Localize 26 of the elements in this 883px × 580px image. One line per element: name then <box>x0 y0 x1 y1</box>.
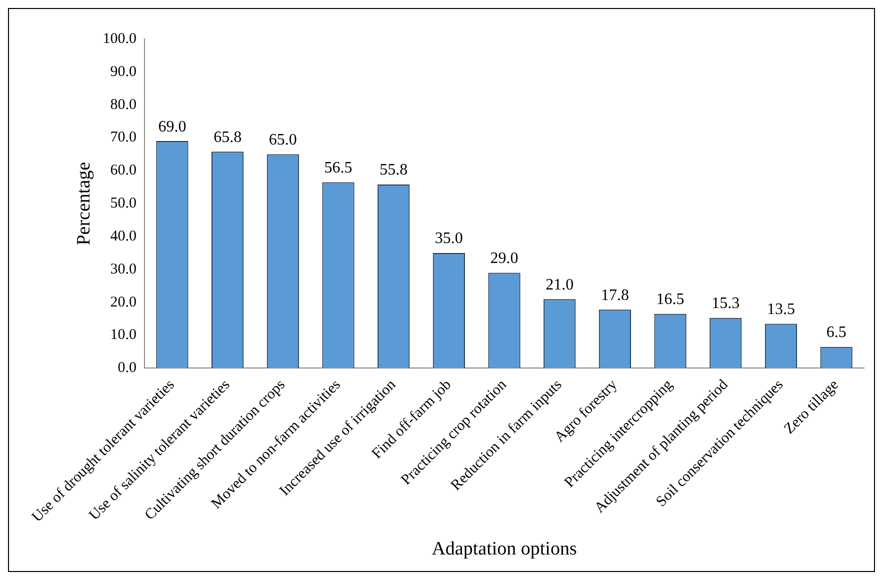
data-label: 15.3 <box>712 295 740 312</box>
y-tick-label: 60.0 <box>110 162 137 179</box>
y-tick-label: 10.0 <box>110 327 137 344</box>
y-tick-label: 70.0 <box>110 130 137 146</box>
x-axis-title: Adaptation options <box>432 538 577 560</box>
y-tick-label: 30.0 <box>110 261 137 278</box>
data-label: 21.0 <box>546 276 574 294</box>
data-label: 17.8 <box>600 286 629 304</box>
y-tick-label: 0.0 <box>118 360 137 376</box>
y-tick-label: 20.0 <box>110 294 137 310</box>
data-label: 69.0 <box>158 118 186 136</box>
data-label: 6.5 <box>826 324 846 342</box>
data-label: 65.0 <box>268 131 297 148</box>
y-axis-title: Percentage <box>73 162 94 246</box>
y-tick-label: 80.0 <box>110 96 137 113</box>
data-label: 16.5 <box>656 291 684 308</box>
data-label: 35.0 <box>434 230 463 248</box>
data-label: 55.8 <box>380 162 408 179</box>
data-label: 13.5 <box>766 300 795 318</box>
y-tick-label: 100.0 <box>102 30 137 47</box>
data-label: 29.0 <box>490 250 518 267</box>
data-label: 56.5 <box>324 159 352 176</box>
y-tick-label: 40.0 <box>110 228 137 244</box>
data-label: 65.8 <box>214 128 242 146</box>
y-tick-label: 90.0 <box>110 64 137 80</box>
y-tick-label: 50.0 <box>110 196 137 212</box>
